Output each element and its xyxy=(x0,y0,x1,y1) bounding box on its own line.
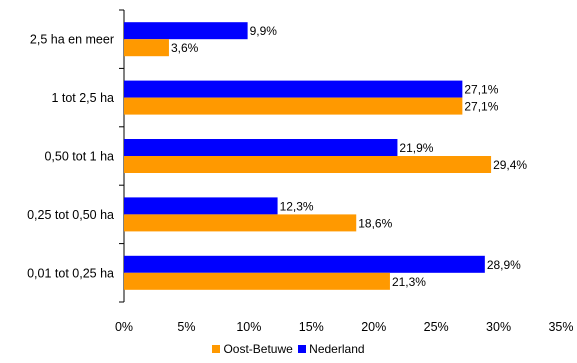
data-label: 29,4% xyxy=(493,158,527,172)
data-label: 28,9% xyxy=(487,258,521,272)
bars xyxy=(124,22,492,290)
x-tick-label: 35% xyxy=(548,320,573,334)
bar-oost-betuwe xyxy=(124,39,169,57)
data-label: 18,6% xyxy=(358,216,392,230)
data-label: 27,1% xyxy=(464,100,498,114)
category-label: 0,01 tot 0,25 ha xyxy=(27,266,114,280)
data-label: 12,3% xyxy=(280,199,314,213)
category-axis: 2,5 ha en meer 1 tot 2,5 ha 0,50 tot 1 ha 0… xyxy=(27,33,114,281)
bar-nederland xyxy=(124,255,485,273)
x-tick-label: 0% xyxy=(115,320,133,334)
x-axis: 0% 5% 10% 15% 20% 25% 30% 35% xyxy=(115,9,574,334)
bar-nederland xyxy=(124,22,248,40)
x-tick-label: 15% xyxy=(299,320,324,334)
x-tick-label: 25% xyxy=(424,320,449,334)
x-tick-label: 10% xyxy=(236,320,261,334)
bar-nederland xyxy=(124,197,278,215)
data-label: 27,1% xyxy=(464,83,498,97)
data-label: 3,6% xyxy=(171,41,199,55)
legend-swatch-nederland xyxy=(298,345,307,353)
x-tick-label: 20% xyxy=(361,320,386,334)
category-label: 1 tot 2,5 ha xyxy=(51,91,114,105)
bar-oost-betuwe xyxy=(124,97,463,115)
legend-item-nederland: Nederland xyxy=(298,342,365,356)
legend-label-oost-betuwe: Oost-Betuwe xyxy=(223,342,293,356)
bar-nederland xyxy=(124,80,463,98)
legend: Oost-Betuwe Nederland xyxy=(0,342,577,356)
bar-oost-betuwe xyxy=(124,272,390,290)
data-labels: 9,9% 3,6% 27,1% 27,1% 21,9% 29,4% 12,3% 18,6% 28… xyxy=(171,24,527,289)
legend-item-oost-betuwe: Oost-Betuwe xyxy=(212,342,293,356)
data-label: 21,9% xyxy=(399,141,433,155)
category-label: 0,50 tot 1 ha xyxy=(44,150,114,164)
legend-swatch-oost-betuwe xyxy=(212,345,221,353)
x-tick-label: 30% xyxy=(486,320,511,334)
bar-oost-betuwe xyxy=(124,156,492,173)
x-tick-label: 5% xyxy=(177,320,195,334)
data-label: 9,9% xyxy=(250,24,278,38)
bar-nederland xyxy=(124,139,398,156)
category-label: 0,25 tot 0,50 ha xyxy=(27,208,114,222)
legend-label-nederland: Nederland xyxy=(309,342,365,356)
bar-oost-betuwe xyxy=(124,214,357,232)
data-label: 21,3% xyxy=(392,275,426,289)
category-label: 2,5 ha en meer xyxy=(30,33,114,47)
